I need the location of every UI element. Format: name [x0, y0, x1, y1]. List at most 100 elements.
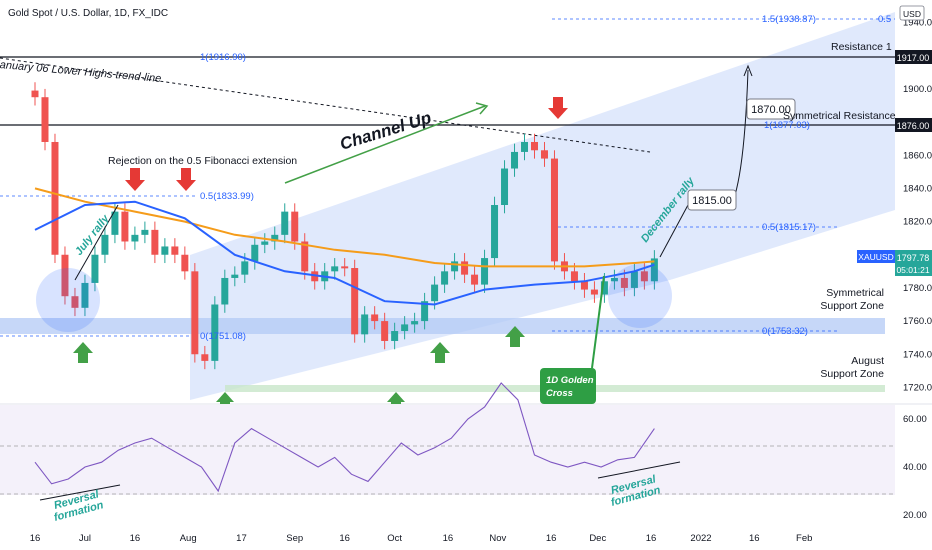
x-tick-label: 16 [546, 533, 557, 544]
y-tick-label: 1840.00 [903, 183, 932, 194]
candle-body [91, 254, 99, 283]
x-tick-label: Oct [387, 533, 402, 544]
currency-badge[interactable]: USD [899, 5, 925, 21]
header-title: Gold Spot / U.S. Dollar, 1D, FX_IDC [8, 8, 168, 19]
candle-body [61, 254, 69, 297]
price-candles [31, 82, 658, 370]
y-tick-label: 1940.00 [903, 18, 932, 29]
y-tick-label: 1720.00 [903, 382, 932, 393]
moving-average-blue [34, 200, 655, 306]
x-tick-label: 16 [130, 533, 141, 544]
candle-body [600, 281, 608, 295]
x-tick-label: Aug [180, 533, 197, 544]
fib-0-right-label: 0(1753.32) [762, 326, 808, 337]
fib-0.5-left-label: 0.5(1833.99) [200, 191, 254, 202]
candle-body [291, 211, 299, 242]
x-tick-label: Sep [286, 533, 303, 544]
rsi-tick-label: 60.00 [903, 414, 927, 425]
candle-body [351, 268, 359, 335]
rsi-line [34, 382, 655, 493]
fib-0-left-label: 0(1751.08) [200, 331, 246, 342]
x-tick-label: 2022 [690, 533, 711, 544]
badge-last-price: 1797.78 05:01:21 [895, 250, 932, 276]
sym-support-label-1: Symmetrical [826, 287, 884, 299]
price-axis[interactable]: 1940.001920.001900.001880.001860.001840.… [903, 18, 932, 394]
x-tick-label: 16 [749, 533, 760, 544]
rsi-tick-label: 40.00 [903, 462, 927, 473]
candle-body [411, 321, 419, 325]
target-box-1870: 1870.00 [746, 98, 796, 120]
candle-body [521, 141, 529, 152]
reversal-circle-left [36, 268, 100, 332]
symmetrical-resistance-label: Symmetrical Resistance [783, 110, 896, 122]
candle-body [441, 271, 449, 285]
symmetrical-support-zone [0, 318, 885, 334]
symbol-label: XAUUSD [858, 252, 893, 262]
candle-body [81, 282, 89, 308]
red-arrow-2 [176, 168, 196, 191]
badge-1876: 1876.00 [895, 118, 932, 132]
candle-body [481, 258, 489, 285]
candle-body [620, 277, 628, 288]
green-arrow-4 [430, 342, 450, 363]
x-tick-label: Jul [79, 533, 91, 544]
rsi-axis[interactable]: 60.00 40.00 20.00 [903, 414, 927, 521]
candle-body [181, 254, 189, 272]
candle-body [171, 246, 179, 255]
channel-up-band [190, 12, 895, 400]
candle-body [261, 241, 269, 245]
target-1870-label: 1870.00 [751, 104, 791, 116]
trendline-label: January 06 Lower Highs trend-line [0, 58, 162, 85]
lower-highs-trendline [0, 57, 651, 153]
candle-body [501, 168, 509, 205]
fib-0.5-right-label: 0.5(1815.17) [762, 222, 816, 233]
candle-body [231, 274, 239, 278]
july-rally-arrow [74, 204, 119, 281]
y-tick-label: 1820.00 [903, 217, 932, 228]
time-axis[interactable]: 16 Jul 16 Aug 17 Sep 16 Oct 16 Nov 16 Dec 16 2022 16 Fe… [30, 533, 813, 544]
candle-body [590, 289, 598, 295]
projection-arrowhead-2 [743, 64, 753, 77]
target-1815-label: 1815.00 [692, 195, 732, 207]
candle-body [271, 234, 279, 242]
candle-body [531, 141, 538, 151]
candle-body [191, 271, 199, 355]
candle-body [121, 211, 129, 242]
rsi-reversal-arrow-1 [39, 484, 121, 501]
candle-body [381, 321, 389, 341]
candle-body [41, 97, 49, 142]
projection-arrow-2 [734, 69, 749, 196]
candle-body [371, 314, 379, 322]
candle-body [141, 229, 149, 235]
candle-body [540, 150, 548, 159]
channel-arrowhead [475, 102, 489, 115]
y-tick-label: 1760.00 [903, 316, 932, 327]
reversal-circle-right [608, 264, 672, 328]
candle-body [341, 266, 349, 269]
candle-body [111, 211, 119, 235]
candle-body [421, 301, 429, 322]
x-tick-label: Dec [589, 533, 606, 544]
candle-body [451, 261, 459, 272]
fib-0.5-right-top-label: 0.5 [878, 14, 891, 25]
green-arrows [73, 326, 525, 404]
x-tick-label: Feb [796, 533, 812, 544]
candle-body [161, 246, 169, 255]
candle-body [201, 354, 209, 361]
last-price-label: 1797.78 [897, 253, 930, 263]
golden-cross-line2: Cross [546, 388, 573, 399]
candle-body [461, 261, 469, 275]
red-arrow-1 [125, 168, 145, 191]
badge-1917-label: 1917.00 [897, 53, 930, 63]
x-tick-label: 16 [443, 533, 454, 544]
candle-body [301, 241, 309, 272]
aug-support-label-2: Support Zone [820, 368, 884, 380]
candle-body [550, 158, 558, 262]
candle-body [151, 229, 159, 255]
badge-1876-label: 1876.00 [897, 121, 930, 131]
sym-support-label-2: Support Zone [820, 300, 884, 312]
golden-cross-callout: 1D Golden Cross [540, 275, 605, 404]
red-arrow-3 [548, 97, 568, 119]
candle-body [331, 266, 339, 272]
